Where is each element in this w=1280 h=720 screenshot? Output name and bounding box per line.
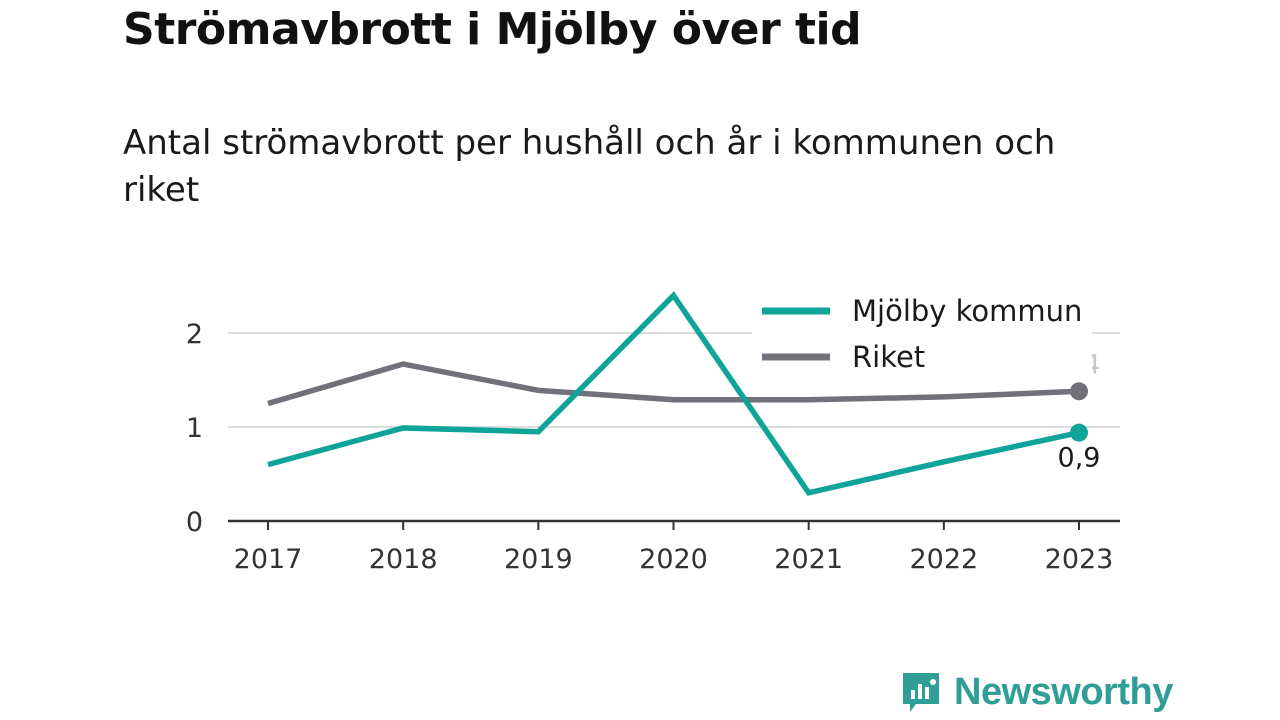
brand-name: Newsworthy [954,670,1173,713]
chart-subtitle: Antal strömavbrott per hushåll och år i … [123,123,1056,210]
newsworthy-logo-icon [903,673,939,712]
y-tick-label: 1 [186,413,203,444]
legend-label: Mjölby kommun [852,294,1082,328]
series-line-mjolby [267,291,1080,496]
series-end-point [1070,423,1088,442]
end-label-mjolby: 0,9 [1058,443,1101,474]
x-tick-label: 2020 [639,544,708,575]
brand-logo: Newsworthy [900,668,1173,716]
x-tick-label: 2023 [1045,544,1114,575]
legend: Mjölby kommun Riket [752,290,1092,382]
legend-background [752,290,1092,382]
chart-title: Strömavbrott i Mjölby över tid [123,4,862,55]
x-tick-label: 2022 [909,544,978,575]
series-end-point [1070,382,1088,401]
y-tick-label: 2 [186,319,203,350]
series-line-riket [267,361,1080,407]
legend-label: Riket [852,340,925,374]
x-tick-label: 2019 [504,544,573,575]
x-tick-label: 2017 [234,544,303,575]
x-tick-label: 2018 [369,544,438,575]
x-tick-label: 2021 [774,544,843,575]
y-tick-label: 0 [186,507,203,538]
